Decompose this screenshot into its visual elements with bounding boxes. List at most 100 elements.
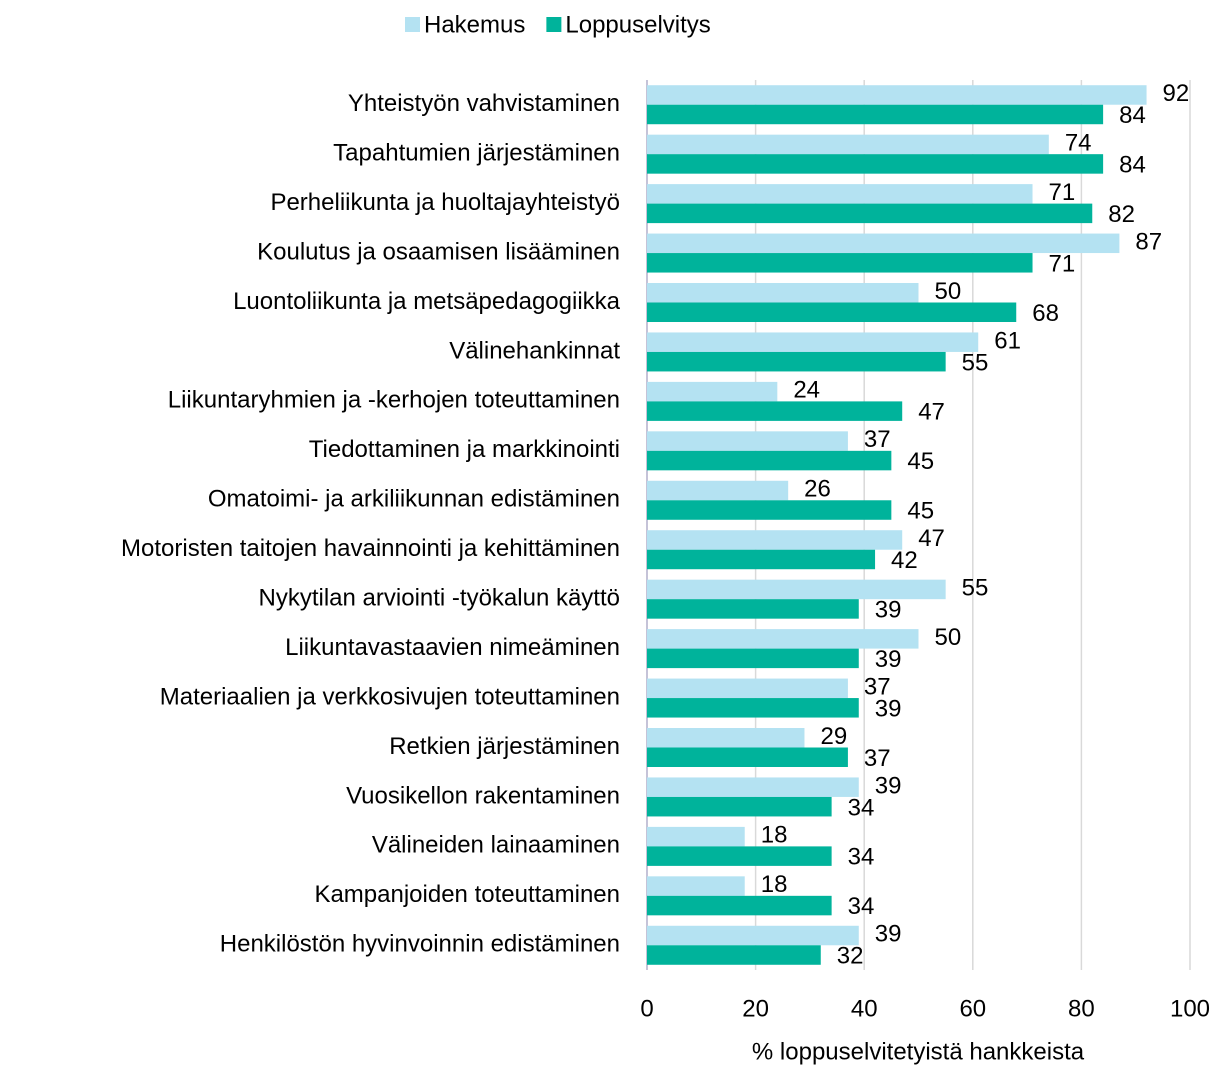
bar [647, 480, 789, 501]
bar [647, 826, 745, 847]
data-label: 71 [1049, 250, 1076, 277]
x-tick-label: 80 [1068, 995, 1095, 1022]
data-label: 34 [848, 794, 875, 821]
y-tick-label: Kampanjoiden toteuttaminen [314, 881, 620, 908]
data-label: 47 [918, 399, 945, 426]
y-tick-label: Tiedottaminen ja markkinointi [309, 436, 620, 463]
x-tick-label: 0 [640, 995, 653, 1022]
bar [647, 599, 859, 619]
data-label: 29 [820, 723, 847, 750]
data-label: 34 [848, 844, 875, 871]
bar [647, 777, 859, 797]
bar [647, 698, 859, 718]
x-axis-title: % loppuselvitetyistä hankkeista [752, 1038, 1085, 1065]
legend-swatch [546, 17, 562, 32]
data-label: 39 [875, 695, 902, 722]
x-tick-label: 60 [959, 995, 986, 1022]
bar [647, 351, 946, 372]
y-tick-label: Välinehankinnat [449, 337, 620, 364]
bar [647, 678, 848, 699]
bar [647, 500, 892, 520]
data-label: 26 [804, 476, 831, 503]
bar [647, 895, 832, 916]
data-label: 55 [962, 349, 989, 376]
legend-label: Hakemus [424, 11, 525, 38]
x-tick-label: 100 [1170, 995, 1210, 1022]
legend-label: Loppuselvitys [565, 11, 710, 38]
bar [647, 876, 745, 896]
bar [647, 253, 1033, 273]
data-label: 84 [1119, 152, 1146, 179]
y-tick-label: Vuosikellon rakentaminen [346, 782, 620, 809]
data-label: 71 [1049, 179, 1076, 206]
data-label: 24 [793, 377, 820, 404]
bar [647, 104, 1104, 125]
data-label: 37 [864, 426, 891, 453]
bar [647, 381, 778, 402]
y-tick-label: Luontoliikunta ja metsäpedagogiikka [233, 288, 621, 315]
bar [647, 846, 832, 866]
bar [647, 925, 859, 946]
bar [647, 85, 1147, 105]
data-label: 37 [864, 745, 891, 772]
y-tick-label: Yhteistyön vahvistaminen [348, 90, 620, 117]
y-tick-label: Materiaalien ja verkkosivujen toteuttami… [160, 683, 620, 710]
y-tick-label: Motoristen taitojen havainnointi ja kehi… [121, 535, 620, 562]
data-label: 50 [935, 624, 962, 651]
bar [647, 648, 859, 669]
data-label: 39 [875, 646, 902, 673]
bar [647, 629, 919, 649]
bar [647, 747, 848, 767]
data-label: 39 [875, 772, 902, 799]
bar [647, 945, 821, 965]
data-label: 34 [848, 893, 875, 920]
y-tick-label: Tapahtumien järjestäminen [333, 140, 620, 167]
y-tick-label: Liikuntaryhmien ja -kerhojen toteuttamin… [168, 387, 620, 414]
bar [647, 579, 946, 600]
data-label: 37 [864, 673, 891, 700]
data-label: 84 [1119, 102, 1146, 129]
bar [647, 332, 979, 352]
bar [647, 302, 1017, 322]
data-label: 32 [837, 943, 864, 970]
bar [647, 154, 1104, 174]
data-label: 42 [891, 547, 918, 574]
data-label: 87 [1135, 228, 1162, 255]
bar [647, 203, 1093, 224]
data-label: 82 [1108, 201, 1135, 228]
bar [647, 530, 903, 550]
y-tick-label: Nykytilan arviointi -työkalun käyttö [259, 585, 620, 612]
data-label: 45 [907, 448, 934, 475]
bar [647, 401, 903, 421]
data-label: 50 [935, 278, 962, 305]
data-label: 39 [875, 921, 902, 948]
bar [647, 796, 832, 817]
y-tick-label: Retkien järjestäminen [389, 733, 620, 760]
bar [647, 431, 848, 451]
data-label: 47 [918, 525, 945, 552]
data-label: 45 [907, 498, 934, 525]
data-label: 18 [761, 822, 788, 849]
y-tick-label: Perheliikunta ja huoltajayhteistyö [270, 189, 620, 216]
x-tick-label: 20 [742, 995, 769, 1022]
data-label: 39 [875, 597, 902, 624]
bar [647, 450, 892, 471]
bar [647, 184, 1033, 204]
data-label: 55 [962, 575, 989, 602]
bar [647, 233, 1120, 254]
data-label: 92 [1163, 80, 1190, 107]
data-label: 68 [1032, 300, 1059, 327]
y-tick-label: Välineiden lainaaminen [372, 832, 620, 859]
bar [647, 283, 919, 303]
y-tick-label: Henkilöstön hyvinvoinnin edistäminen [220, 931, 620, 958]
bar [647, 134, 1049, 155]
x-tick-label: 40 [851, 995, 878, 1022]
y-tick-label: Omatoimi- ja arkiliikunnan edistäminen [208, 486, 620, 513]
data-label: 74 [1065, 130, 1092, 157]
data-label: 18 [761, 871, 788, 898]
bar [647, 549, 876, 570]
legend-swatch [405, 17, 420, 32]
data-label: 61 [994, 327, 1021, 354]
y-tick-label: Koulutus ja osaamisen lisääminen [257, 238, 620, 265]
